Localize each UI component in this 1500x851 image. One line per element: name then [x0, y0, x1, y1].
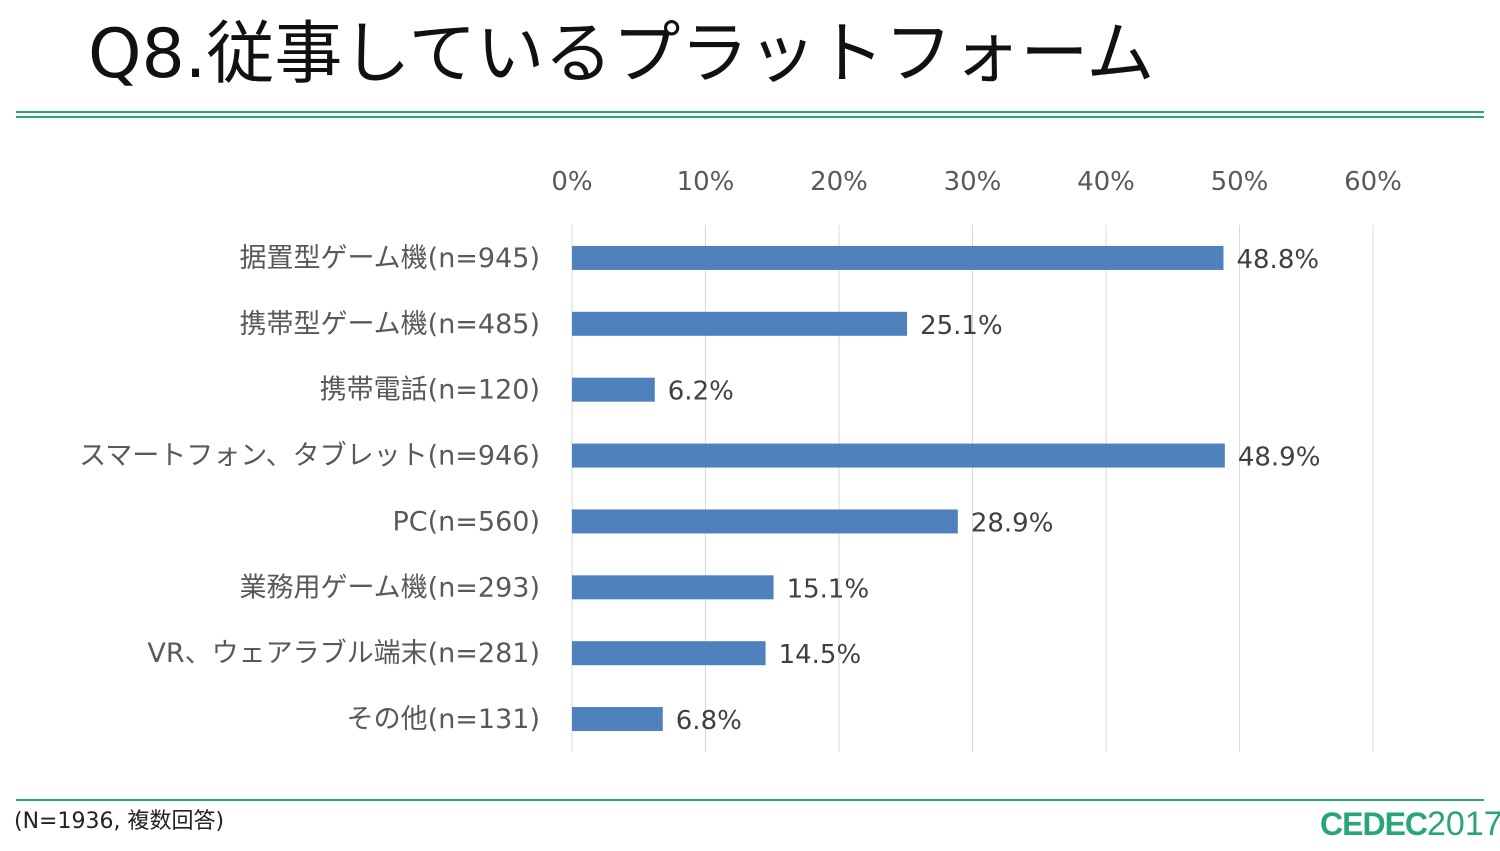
data-label: 14.5%: [779, 640, 862, 670]
bar-chart: 0% 10% 20% 30% 40% 50% 60% 据置型ゲーム機(n=945) 携帯型ゲー…: [79, 167, 1402, 752]
bar-5: [572, 509, 958, 534]
title-divider-top: [16, 111, 1484, 113]
x-axis-ticks: 0% 10% 20% 30% 40% 50% 60%: [551, 167, 1402, 197]
gridlines: [571, 225, 1374, 752]
data-label: 6.8%: [676, 706, 742, 736]
bar-2: [572, 311, 908, 336]
data-label: 15.1%: [787, 574, 870, 604]
logo-brand: CEDEC: [1320, 806, 1428, 842]
x-tick-label: 10%: [677, 167, 735, 197]
footer-divider: [16, 799, 1484, 801]
logo-year: 2017: [1427, 805, 1500, 843]
cedec-logo: CEDEC2017: [1320, 804, 1500, 844]
data-label: 6.2%: [668, 377, 734, 407]
bar-3: [572, 377, 655, 402]
data-labels: 48.8% 25.1% 6.2% 48.9% 28.9% 15.1% 14.5% 6.8%: [668, 245, 1321, 736]
x-tick-label: 60%: [1344, 167, 1402, 197]
x-tick-label: 40%: [1077, 167, 1135, 197]
bar-1: [572, 245, 1224, 270]
category-labels: 据置型ゲーム機(n=945) 携帯型ゲーム機(n=485) 携帯電話(n=120) ス…: [79, 243, 540, 735]
slide-title: Q8.従事しているプラットフォーム: [88, 15, 1155, 94]
x-tick-label: 20%: [810, 167, 868, 197]
bar-6: [572, 575, 774, 600]
bar-4: [572, 443, 1225, 468]
category-label: 業務用ゲーム機(n=293): [239, 572, 540, 603]
category-label: 携帯電話(n=120): [320, 375, 540, 406]
data-label: 48.9%: [1238, 443, 1321, 473]
x-tick-label: 0%: [551, 167, 592, 197]
x-tick-label: 30%: [944, 167, 1002, 197]
category-label: 携帯型ゲーム機(n=485): [239, 309, 540, 340]
bar-7: [572, 641, 766, 666]
data-label: 25.1%: [920, 311, 1003, 341]
category-label: スマートフォン、タブレット(n=946): [79, 441, 540, 472]
category-label: その他(n=131): [347, 704, 540, 735]
title-divider-bottom: [16, 116, 1484, 118]
bars: [572, 245, 1225, 732]
bar-8: [572, 707, 663, 732]
category-label: PC(n=560): [393, 506, 540, 537]
category-label: 据置型ゲーム機(n=945): [239, 243, 540, 274]
data-label: 28.9%: [971, 508, 1054, 538]
sample-size-note: (N=1936, 複数回答): [14, 809, 225, 834]
category-label: VR、ウェアラブル端末(n=281): [147, 638, 540, 669]
data-label: 48.8%: [1236, 245, 1319, 275]
x-tick-label: 50%: [1211, 167, 1269, 197]
